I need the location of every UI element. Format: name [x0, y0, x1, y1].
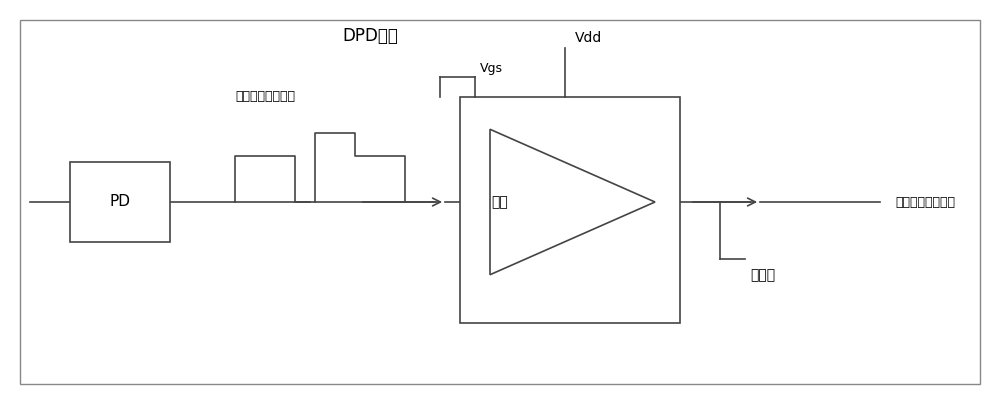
Bar [460, 97, 680, 323]
Text: DPD系统: DPD系统 [342, 27, 398, 45]
Text: Vdd: Vdd [575, 32, 602, 45]
Bar [70, 162, 170, 242]
Text: 输入射频信号包络: 输入射频信号包络 [235, 90, 295, 103]
Polygon shape [490, 129, 655, 275]
Text: 功放: 功放 [492, 195, 508, 209]
Text: Vgs: Vgs [480, 62, 503, 75]
Text: PD: PD [110, 194, 130, 210]
Text: 耦合器: 耦合器 [750, 268, 775, 282]
Text: 射频信号放大输出: 射频信号放大输出 [895, 196, 955, 208]
